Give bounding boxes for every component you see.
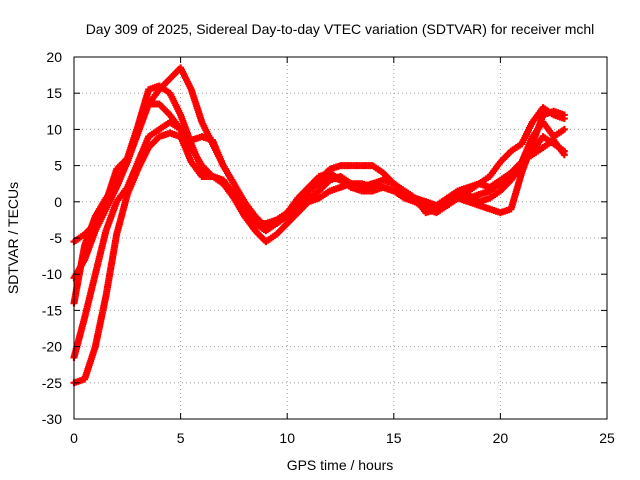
y-tick-label: 15 xyxy=(46,85,62,101)
data-point xyxy=(560,125,568,133)
x-tick-label: 25 xyxy=(599,430,615,446)
x-tick-label: 0 xyxy=(70,430,78,446)
x-tick-label: 15 xyxy=(386,430,402,446)
chart-title: Day 309 of 2025, Sidereal Day-to-day VTE… xyxy=(86,21,595,37)
axis-ticks: 0 5 10 15 20 25 -30 -25 -20 -15 -10 -5 0 5 10 15 20 xyxy=(42,49,615,446)
data-point xyxy=(560,147,568,155)
series-day-3 xyxy=(70,118,568,361)
x-tick-label: 20 xyxy=(493,430,509,446)
y-tick-label: 0 xyxy=(54,194,62,210)
y-axis-label: SDTVAR / TECUs xyxy=(5,182,21,294)
y-tick-label: 10 xyxy=(46,121,62,137)
y-tick-label: -5 xyxy=(50,230,63,246)
y-tick-label: -10 xyxy=(42,266,62,282)
data-points xyxy=(70,64,568,387)
y-tick-label: -15 xyxy=(42,302,62,318)
series-day-5 xyxy=(70,100,568,282)
y-tick-label: -25 xyxy=(42,375,62,391)
y-tick-label: 20 xyxy=(46,49,62,65)
data-point xyxy=(560,111,568,119)
y-tick-label: -20 xyxy=(42,339,62,355)
y-tick-label: -30 xyxy=(42,411,62,427)
y-tick-label: 5 xyxy=(54,158,62,174)
gridlines xyxy=(74,57,607,419)
x-axis-label: GPS time / hours xyxy=(287,457,394,473)
x-tick-label: 10 xyxy=(279,430,295,446)
x-tick-label: 5 xyxy=(177,430,185,446)
